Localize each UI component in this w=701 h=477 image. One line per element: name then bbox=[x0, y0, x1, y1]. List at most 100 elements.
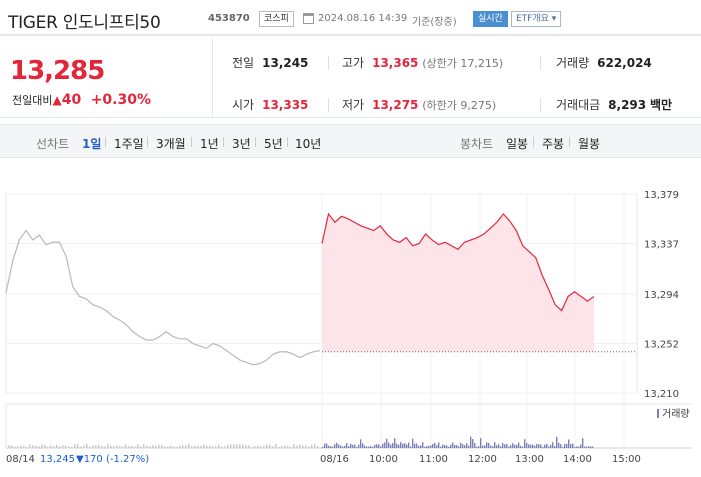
price-summary: 13,285 전일대비▲40 +0.30% bbox=[0, 38, 701, 118]
volume-bar-prev bbox=[227, 444, 229, 448]
volume-bar-today bbox=[550, 444, 552, 448]
volume-bar-prev bbox=[89, 446, 91, 448]
volume-bar-prev bbox=[248, 445, 250, 448]
volume-bar-prev bbox=[95, 445, 97, 448]
volume-bar-prev bbox=[137, 444, 139, 448]
quote-basis: 기준(장중) bbox=[412, 17, 457, 28]
volume-bar-today bbox=[442, 444, 444, 448]
stock-header: TIGER 인도니프티50 453870 코스피 2024.08.16 14:3… bbox=[0, 0, 701, 36]
volume-bar-prev bbox=[233, 444, 235, 448]
today-area-fill bbox=[322, 214, 594, 352]
period-1w[interactable]: 1주일 bbox=[114, 137, 144, 151]
volume-bar-today bbox=[380, 446, 382, 448]
volume-bar-today bbox=[428, 445, 430, 448]
volume-bar-today bbox=[418, 445, 420, 448]
volume-bar-prev bbox=[215, 446, 217, 448]
volume-bar-prev bbox=[251, 446, 253, 448]
volume-bar-today bbox=[588, 446, 590, 448]
volume-bar-today bbox=[460, 442, 462, 448]
col-divider bbox=[328, 56, 329, 70]
period-5y[interactable]: 5년 bbox=[264, 137, 283, 151]
line-chart-label[interactable]: 선차트 bbox=[36, 137, 70, 151]
period-1y[interactable]: 1년 bbox=[200, 137, 219, 151]
volume-bar-today bbox=[426, 446, 428, 448]
volume-bar-prev bbox=[224, 446, 226, 448]
x-tick-label: 15:00 bbox=[612, 454, 641, 465]
volume-bar-today bbox=[364, 445, 366, 448]
volume-bar-today bbox=[468, 445, 470, 448]
candle-daily[interactable]: 일봉 bbox=[506, 137, 529, 151]
volume-bar-prev bbox=[35, 445, 37, 448]
calendar-icon bbox=[303, 13, 314, 24]
volume-bar-prev bbox=[314, 444, 316, 448]
toolbar-sep bbox=[105, 137, 106, 147]
volume-bar-today bbox=[462, 444, 464, 448]
candle-monthly[interactable]: 월봉 bbox=[578, 137, 601, 151]
candle-chart-label[interactable]: 봉차트 bbox=[460, 137, 494, 151]
volume-bar-today bbox=[464, 445, 466, 448]
volume-bar-today bbox=[324, 443, 326, 448]
etf-overview-dropdown[interactable]: ETF개요 ▾ bbox=[511, 11, 562, 27]
stat-prev-close: 전일 13,245 bbox=[232, 56, 309, 70]
volume-bar-today bbox=[362, 443, 364, 448]
volume-bar-today bbox=[372, 446, 374, 448]
volume-bar-today bbox=[562, 446, 564, 448]
period-3y[interactable]: 3년 bbox=[232, 137, 251, 151]
series-line-today bbox=[321, 212, 595, 312]
col-divider bbox=[540, 98, 541, 112]
period-1d[interactable]: 1일 bbox=[82, 137, 102, 151]
volume-bar-prev bbox=[170, 445, 172, 448]
volume-bar-today bbox=[436, 445, 438, 448]
volume-bar-prev bbox=[134, 446, 136, 448]
stat-high: 고가 13,365 (상한가 17,215) bbox=[342, 56, 504, 70]
volume-bar-prev bbox=[290, 446, 292, 448]
toolbar-sep bbox=[569, 137, 570, 147]
volume-bar-prev bbox=[20, 445, 22, 448]
volume-bar-today bbox=[508, 446, 510, 448]
volume-bar-today bbox=[554, 446, 556, 448]
volume-bar-today bbox=[416, 443, 418, 448]
realtime-button[interactable]: 실시간 bbox=[473, 11, 508, 27]
volume-bar-prev bbox=[149, 446, 151, 448]
volume-bar-prev bbox=[278, 446, 280, 448]
volume-bar-today bbox=[404, 443, 406, 448]
volume-bar-today bbox=[360, 439, 362, 448]
volume-bar-today bbox=[502, 442, 504, 448]
volume-bar-prev bbox=[209, 445, 211, 448]
volume-bar-prev bbox=[104, 446, 106, 448]
volume-bar-today bbox=[496, 445, 498, 448]
volume-bar-today bbox=[332, 446, 334, 448]
volume-bar-today bbox=[330, 446, 332, 448]
volume-bar-today bbox=[336, 442, 338, 448]
volume-bar-today bbox=[406, 444, 408, 448]
volume-bar-prev bbox=[308, 446, 310, 448]
volume-bar-today bbox=[492, 446, 494, 448]
volume-bar-prev bbox=[266, 444, 268, 448]
volume-bar-today bbox=[584, 446, 586, 448]
volume-bar-prev bbox=[197, 445, 199, 448]
volume-bar-prev bbox=[77, 444, 79, 448]
period-10y[interactable]: 10년 bbox=[295, 137, 322, 151]
col-divider bbox=[540, 56, 541, 70]
volume-bar-prev bbox=[23, 445, 25, 448]
volume-bar-prev bbox=[293, 444, 295, 448]
volume-bar-today bbox=[338, 444, 340, 448]
stock-code: 453870 bbox=[208, 13, 250, 24]
toolbar-sep bbox=[223, 137, 224, 147]
volume-bar-today bbox=[568, 439, 570, 448]
volume-bar-prev bbox=[236, 444, 238, 448]
period-3m[interactable]: 3개월 bbox=[156, 137, 186, 151]
volume-bar-prev bbox=[302, 445, 304, 448]
volume-bar-prev bbox=[71, 446, 73, 448]
volume-bar-today bbox=[390, 444, 392, 448]
volume-bar-today bbox=[530, 444, 532, 448]
volume-bar-today bbox=[454, 444, 456, 448]
candle-weekly[interactable]: 주봉 bbox=[542, 137, 565, 151]
volume-bar-prev bbox=[44, 445, 46, 448]
volume-bar-today bbox=[590, 446, 592, 448]
volume-bar-today bbox=[564, 443, 566, 448]
volume-bar-today bbox=[422, 442, 424, 448]
volume-bar-today bbox=[548, 446, 550, 448]
volume-bar-prev bbox=[173, 446, 175, 448]
volume-bar-today bbox=[352, 444, 354, 448]
